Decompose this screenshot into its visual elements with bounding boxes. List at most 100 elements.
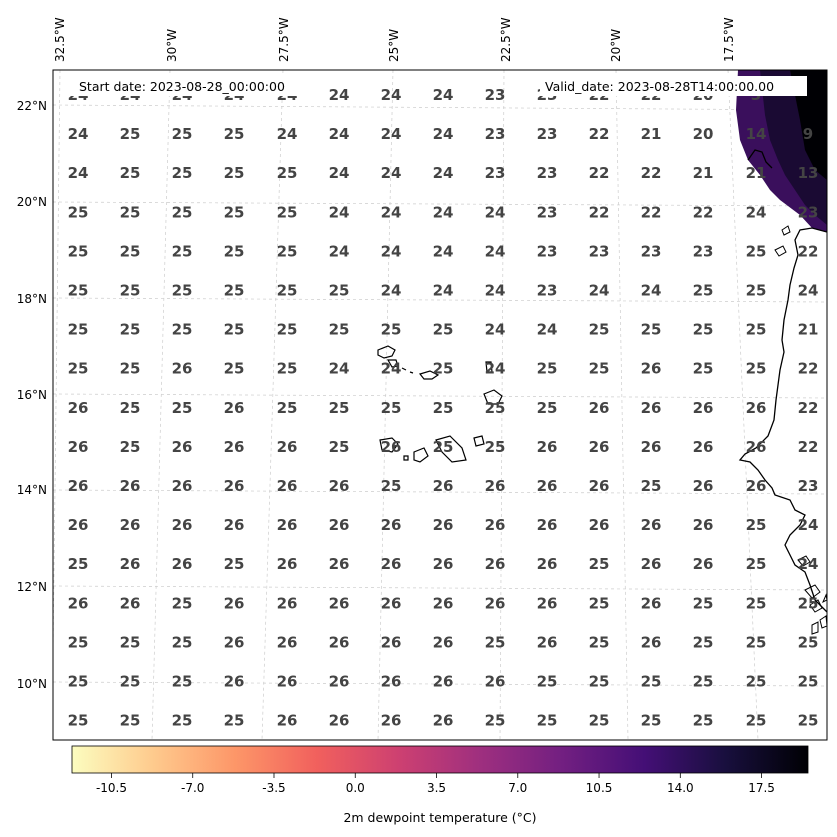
grid-value: 25 bbox=[433, 360, 454, 378]
grid-value: 24 bbox=[329, 125, 350, 143]
grid-value: 26 bbox=[433, 594, 454, 612]
colorbar-tick-label: -3.5 bbox=[262, 781, 285, 795]
longitude-label: 32.5°W bbox=[53, 17, 67, 62]
grid-value: 25 bbox=[120, 399, 141, 417]
grid-value: 26 bbox=[381, 633, 402, 651]
grid-value: 24 bbox=[68, 125, 89, 143]
grid-value: 13 bbox=[798, 164, 819, 182]
grid-value: 21 bbox=[798, 321, 819, 339]
grid-value: 26 bbox=[277, 438, 298, 456]
meridian-30w bbox=[151, 70, 171, 740]
grid-value: 25 bbox=[224, 321, 245, 339]
colorbar-tick-label: 10.5 bbox=[586, 781, 613, 795]
grid-value: 26 bbox=[485, 477, 506, 495]
grid-value: 25 bbox=[746, 360, 767, 378]
grid-value: 26 bbox=[485, 594, 506, 612]
grid-value: 23 bbox=[537, 203, 558, 221]
grid-value: 25 bbox=[172, 633, 193, 651]
grid-value: 25 bbox=[537, 360, 558, 378]
grid-value: 25 bbox=[224, 360, 245, 378]
meridian-20w bbox=[615, 70, 629, 740]
map-border bbox=[52, 69, 828, 741]
grid-value: 26 bbox=[277, 477, 298, 495]
grid-value: 26 bbox=[224, 594, 245, 612]
grid-value: 25 bbox=[329, 282, 350, 300]
grid-value: 14 bbox=[746, 125, 767, 143]
grid-value: 25 bbox=[693, 673, 714, 691]
grid-value: 24 bbox=[746, 203, 767, 221]
grid-value: 25 bbox=[433, 438, 454, 456]
grid-value: 25 bbox=[798, 712, 819, 730]
grid-value: 21 bbox=[641, 125, 662, 143]
latitude-label: 16°N bbox=[17, 388, 47, 402]
grid-value: 26 bbox=[329, 673, 350, 691]
valid-date-label: Valid_date: 2023-08-28T14:00:00.00 bbox=[545, 79, 774, 94]
grid-value: 26 bbox=[381, 516, 402, 534]
grid-value: 25 bbox=[277, 282, 298, 300]
grid-value: 26 bbox=[277, 673, 298, 691]
grid-value: 26 bbox=[277, 555, 298, 573]
grid-value: 25 bbox=[224, 282, 245, 300]
grid-value: 25 bbox=[381, 321, 402, 339]
grid-value: 25 bbox=[798, 673, 819, 691]
grid-value: 9 bbox=[803, 125, 813, 143]
grid-value: 26 bbox=[381, 594, 402, 612]
grid-value: 26 bbox=[693, 477, 714, 495]
grid-value: 25 bbox=[641, 321, 662, 339]
grid-value: 26 bbox=[641, 516, 662, 534]
grid-value: 25 bbox=[172, 164, 193, 182]
grid-value: 25 bbox=[329, 399, 350, 417]
grid-value: 26 bbox=[68, 477, 89, 495]
grid-value: 25 bbox=[589, 594, 610, 612]
island-santo-antao-south bbox=[379, 437, 399, 453]
grid-value: 24 bbox=[433, 86, 454, 104]
grid-value: 24 bbox=[433, 203, 454, 221]
grid-value: 24 bbox=[381, 203, 402, 221]
island-sal bbox=[485, 361, 493, 373]
grid-value: 25 bbox=[641, 712, 662, 730]
meridian-27-5w bbox=[261, 70, 284, 740]
grid-value: 22 bbox=[589, 125, 610, 143]
grid-value: 25 bbox=[172, 203, 193, 221]
grid-value: 25 bbox=[172, 242, 193, 260]
grid-value: 25 bbox=[120, 203, 141, 221]
grid-value: 24 bbox=[381, 282, 402, 300]
latitude-label: 12°N bbox=[17, 580, 47, 594]
grid-value: 25 bbox=[693, 282, 714, 300]
grid-value: 24 bbox=[329, 86, 350, 104]
island-brava bbox=[403, 455, 409, 461]
grid-value: 23 bbox=[537, 282, 558, 300]
grid-value: 24 bbox=[641, 282, 662, 300]
grid-value: 23 bbox=[537, 125, 558, 143]
grid-value: 25 bbox=[120, 712, 141, 730]
grid-value: 24 bbox=[798, 282, 819, 300]
grid-value: 26 bbox=[381, 673, 402, 691]
grid-value: 24 bbox=[798, 516, 819, 534]
grid-value: 21 bbox=[746, 164, 767, 182]
grid-value: 25 bbox=[172, 321, 193, 339]
grid-value: 24 bbox=[485, 360, 506, 378]
colorbar-tick-label: 14.0 bbox=[667, 781, 694, 795]
coastline-west-africa bbox=[738, 227, 827, 613]
grid-value: 24 bbox=[381, 125, 402, 143]
grid-value: 25 bbox=[693, 633, 714, 651]
grid-value: 25 bbox=[277, 321, 298, 339]
grid-value: 26 bbox=[589, 438, 610, 456]
grid-value: 21 bbox=[693, 164, 714, 182]
grid-value: 25 bbox=[68, 360, 89, 378]
grid-value: 25 bbox=[746, 712, 767, 730]
island-fogo bbox=[413, 447, 429, 463]
grid-value: 26 bbox=[485, 673, 506, 691]
grid-value: 25 bbox=[746, 633, 767, 651]
grid-value: 25 bbox=[224, 164, 245, 182]
grid-value: 26 bbox=[693, 555, 714, 573]
grid-value: 25 bbox=[746, 673, 767, 691]
grid-value: 26 bbox=[537, 438, 558, 456]
grid-value: 25 bbox=[68, 282, 89, 300]
grid-value: 22 bbox=[589, 203, 610, 221]
grid-value: 23 bbox=[693, 242, 714, 260]
grid-value: 25 bbox=[329, 438, 350, 456]
grid-value: 26 bbox=[641, 399, 662, 417]
colorbar-tick-label: -7.0 bbox=[181, 781, 204, 795]
grid-value: 26 bbox=[120, 516, 141, 534]
